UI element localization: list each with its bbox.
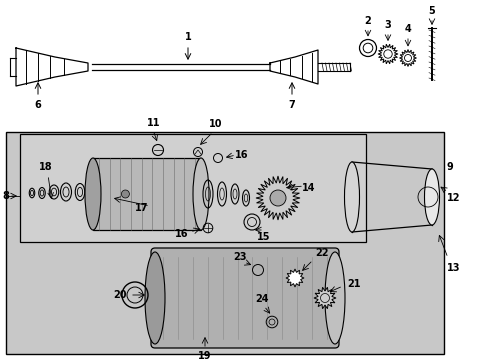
- Text: 6: 6: [35, 100, 41, 110]
- Ellipse shape: [325, 252, 345, 344]
- Polygon shape: [256, 176, 299, 220]
- Text: 7: 7: [288, 100, 295, 110]
- Text: 21: 21: [346, 279, 360, 289]
- FancyBboxPatch shape: [151, 248, 338, 348]
- Text: 20: 20: [113, 290, 127, 300]
- Text: 8: 8: [2, 191, 9, 201]
- Text: 22: 22: [314, 248, 328, 258]
- Text: 4: 4: [404, 24, 410, 34]
- Text: 18: 18: [39, 162, 53, 172]
- Circle shape: [121, 190, 129, 198]
- Polygon shape: [313, 287, 335, 309]
- Text: 3: 3: [384, 20, 390, 30]
- Bar: [20, 134, 365, 242]
- Ellipse shape: [344, 162, 359, 232]
- Polygon shape: [285, 269, 304, 287]
- Text: 14: 14: [302, 183, 315, 193]
- Text: 12: 12: [446, 193, 460, 203]
- Text: 10: 10: [209, 119, 223, 129]
- Text: 9: 9: [446, 162, 453, 172]
- Ellipse shape: [193, 158, 208, 230]
- Polygon shape: [399, 49, 416, 67]
- Ellipse shape: [85, 158, 101, 230]
- Bar: [6, 132, 443, 354]
- Circle shape: [269, 190, 285, 206]
- Text: 23: 23: [233, 252, 246, 262]
- Text: 19: 19: [198, 351, 211, 360]
- Text: 2: 2: [364, 16, 370, 26]
- Text: 15: 15: [257, 232, 270, 242]
- Text: 16: 16: [174, 229, 187, 239]
- Ellipse shape: [145, 252, 164, 344]
- Text: 13: 13: [446, 263, 460, 273]
- Text: 5: 5: [428, 6, 434, 16]
- Text: 24: 24: [255, 294, 268, 304]
- Bar: [0, 0, 488, 132]
- Text: 11: 11: [147, 118, 161, 128]
- Polygon shape: [377, 44, 397, 64]
- Ellipse shape: [424, 169, 439, 225]
- Text: 17: 17: [134, 203, 148, 213]
- Text: 16: 16: [235, 150, 248, 160]
- Bar: [93, 158, 201, 230]
- Text: 1: 1: [184, 32, 191, 42]
